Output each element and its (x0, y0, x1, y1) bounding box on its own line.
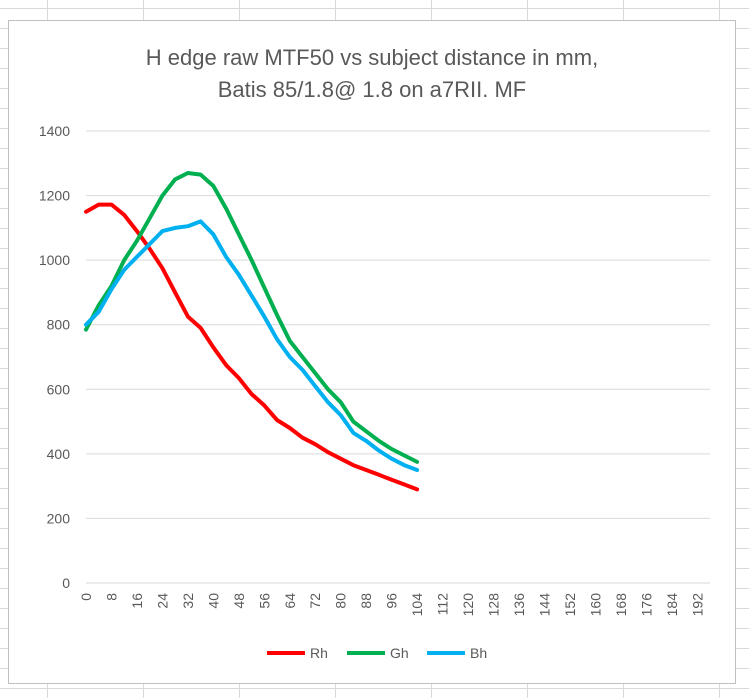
series-line-rh[interactable] (84, 202, 420, 492)
x-tick-label: 120 (460, 593, 476, 617)
x-tick-label: 72 (307, 593, 323, 609)
x-tick-label: 0 (78, 593, 94, 601)
y-tick-label: 800 (47, 317, 71, 333)
x-axis-ticks: 0 8 16 24 32 40 48 56 64 72 80 88 96 104 112 120 128 136 1… (78, 593, 705, 617)
series-lines (84, 171, 420, 492)
x-tick-label: 168 (613, 593, 629, 617)
x-tick-label: 88 (358, 593, 374, 609)
y-tick-label: 1200 (39, 188, 70, 204)
legend-item-gh[interactable]: Gh (347, 645, 409, 661)
x-tick-label: 184 (664, 593, 680, 617)
chart-svg: H edge raw MTF50 vs subject distance in … (39, 45, 710, 661)
x-tick-label: 176 (638, 593, 654, 617)
chart-frame[interactable]: H edge raw MTF50 vs subject distance in … (8, 20, 736, 684)
y-tick-label: 1000 (39, 252, 70, 268)
legend[interactable]: Rh Gh Bh (267, 645, 487, 661)
x-tick-label: 192 (689, 593, 705, 617)
y-axis-ticks: 0 200 400 600 800 1000 1200 1400 (39, 123, 70, 591)
legend-label: Bh (470, 645, 487, 661)
y-tick-label: 1400 (39, 123, 70, 139)
chart-title-line-2: Batis 85/1.8@ 1.8 on a7RII. MF (218, 77, 526, 102)
x-tick-label: 24 (154, 593, 170, 609)
y-tick-label: 0 (62, 575, 70, 591)
x-tick-label: 96 (384, 593, 400, 609)
legend-label: Rh (310, 645, 328, 661)
x-tick-label: 48 (231, 593, 247, 609)
x-tick-label: 64 (282, 593, 298, 609)
x-tick-label: 16 (129, 593, 145, 609)
x-tick-label: 104 (409, 593, 425, 617)
legend-item-bh[interactable]: Bh (427, 645, 487, 661)
y-tick-label: 600 (47, 381, 71, 397)
x-tick-label: 144 (536, 593, 552, 617)
x-tick-label: 56 (256, 593, 272, 609)
x-tick-label: 8 (103, 593, 119, 601)
chart-title-line-1: H edge raw MTF50 vs subject distance in … (146, 45, 598, 70)
x-tick-label: 128 (486, 593, 502, 617)
series-line-bh[interactable] (84, 219, 420, 472)
x-tick-label: 160 (587, 593, 603, 617)
x-tick-label: 80 (333, 593, 349, 609)
gridlines (86, 130, 710, 584)
y-tick-label: 200 (47, 510, 71, 526)
y-tick-label: 400 (47, 446, 71, 462)
series-line-gh[interactable] (84, 171, 420, 464)
x-tick-label: 40 (205, 593, 221, 609)
legend-label: Gh (390, 645, 409, 661)
x-tick-label: 32 (180, 593, 196, 609)
x-tick-label: 112 (435, 593, 451, 616)
x-tick-label: 152 (562, 593, 578, 617)
legend-item-rh[interactable]: Rh (267, 645, 328, 661)
x-tick-label: 136 (511, 593, 527, 617)
